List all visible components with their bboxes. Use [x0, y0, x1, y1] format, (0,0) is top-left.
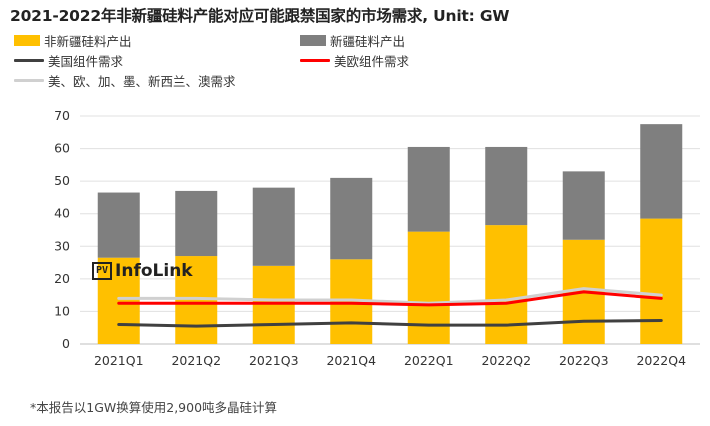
bar-segment-non-xinjiang [97, 257, 140, 344]
bar-segment-non-xinjiang [252, 265, 295, 344]
legend-label-us-eu-demand: 美欧组件需求 [334, 54, 410, 69]
x-tick-label: 2021Q1 [94, 353, 144, 368]
legend-item-us-demand: 美国组件需求 [14, 51, 123, 70]
bar-segment-non-xinjiang [407, 231, 450, 344]
bar-segment-xinjiang [562, 171, 605, 240]
legend-label-non-xinjiang: 非新疆硅料产出 [44, 34, 132, 49]
y-tick-label: 10 [54, 303, 70, 318]
bar-segment-xinjiang [175, 190, 218, 257]
x-tick-label: 2021Q2 [171, 353, 221, 368]
x-tick-label: 2021Q4 [326, 353, 376, 368]
y-tick-label: 20 [54, 271, 70, 286]
legend-swatch-multi-demand [14, 79, 44, 82]
bar-segment-xinjiang [485, 146, 528, 226]
legend-label-us-demand: 美国组件需求 [48, 54, 124, 69]
x-tick-label: 2022Q2 [481, 353, 531, 368]
legend-item-non-xinjiang: 非新疆硅料产出 [14, 31, 132, 50]
legend-item-multi-demand: 美、欧、加、墨、新西兰、澳需求 [14, 71, 236, 90]
legend-item-xinjiang: 新疆硅料产出 [300, 31, 405, 50]
y-tick-label: 50 [54, 173, 70, 188]
legend-label-xinjiang: 新疆硅料产出 [330, 34, 406, 49]
legend-swatch-xinjiang [300, 35, 326, 46]
y-tick-label: 60 [54, 141, 70, 156]
y-tick-label: 70 [54, 108, 70, 123]
y-tick-label: 30 [54, 238, 70, 253]
infolink-watermark: PV InfoLink [92, 261, 193, 281]
bar-segment-xinjiang [640, 124, 683, 219]
bar-segment-xinjiang [252, 187, 295, 266]
bar-segment-xinjiang [97, 192, 140, 258]
legend-swatch-us-eu-demand [300, 59, 330, 62]
x-tick-label: 2022Q4 [636, 353, 686, 368]
series-line-4 [117, 287, 663, 305]
bar-segment-non-xinjiang [640, 218, 683, 344]
watermark-pv-logo: PV [92, 262, 113, 280]
x-tick-label: 2022Q1 [404, 353, 454, 368]
series-line-3 [117, 290, 663, 307]
watermark-text: InfoLink [115, 261, 193, 281]
legend-item-us-eu-demand: 美欧组件需求 [300, 51, 409, 70]
bar-segment-xinjiang [330, 177, 373, 260]
legend-swatch-us-demand [14, 59, 44, 62]
bar-segment-xinjiang [407, 146, 450, 232]
series-line-2 [117, 319, 663, 328]
footnote: *本报告以1GW换算使用2,900吨多晶硅计算 [30, 400, 278, 415]
x-tick-label: 2022Q3 [559, 353, 609, 368]
y-tick-label: 40 [54, 206, 70, 221]
x-tick-label: 2021Q3 [249, 353, 299, 368]
legend-label-multi-demand: 美、欧、加、墨、新西兰、澳需求 [48, 74, 236, 89]
chart-title: 2021-2022年非新疆硅料产能对应可能跟禁国家的市场需求, Unit: GW [10, 7, 510, 25]
legend-swatch-non-xinjiang [14, 35, 40, 46]
y-tick-label: 0 [62, 336, 70, 351]
